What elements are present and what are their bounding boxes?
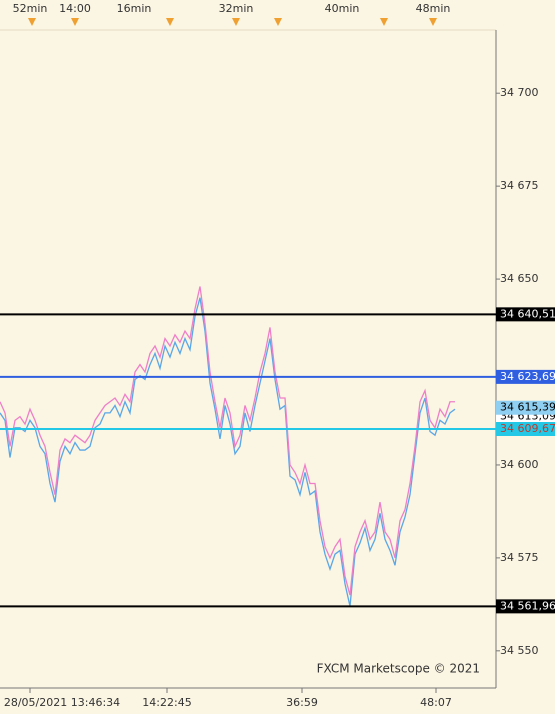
price-line xyxy=(0,297,456,607)
y-tick-label: 34 700 xyxy=(500,86,539,99)
y-tick-label: 34 650 xyxy=(500,272,539,285)
y-tick-label: 34 600 xyxy=(500,458,539,471)
price-box-label: 34 609,67 xyxy=(500,422,555,435)
time-markers xyxy=(28,18,437,26)
top-time-label: 40min xyxy=(325,2,360,15)
bottom-time-label: 14:22:45 xyxy=(142,696,191,709)
price-box xyxy=(496,599,555,614)
price-box-label: 34 561,96 xyxy=(500,599,555,612)
watermark: FXCM Marketscope © 2021 xyxy=(317,662,480,676)
price-box-label: 34 640,51 xyxy=(500,307,555,320)
bottom-time-label: 36:59 xyxy=(286,696,318,709)
y-tick-label: 34 550 xyxy=(500,644,539,657)
top-time-label: 52min xyxy=(13,2,48,15)
y-tick-label: 34 675 xyxy=(500,179,539,192)
bottom-time-label: 48:07 xyxy=(420,696,452,709)
price-box xyxy=(496,369,555,384)
y-tick-label: 34 575 xyxy=(500,551,539,564)
price-box xyxy=(496,400,555,415)
price-line xyxy=(0,286,455,596)
top-time-label: 14:00 xyxy=(59,2,91,15)
top-time-label: 16min xyxy=(117,2,152,15)
price-box-label: 34 623,69 xyxy=(500,370,555,383)
top-time-label: 32min xyxy=(219,2,254,15)
price-box-label: 34 615,39 xyxy=(500,401,555,414)
top-time-label: 48min xyxy=(416,2,451,15)
bottom-time-label: 28/05/2021 13:46:34 xyxy=(4,696,120,709)
price-box xyxy=(496,307,555,322)
price-box xyxy=(496,422,555,437)
